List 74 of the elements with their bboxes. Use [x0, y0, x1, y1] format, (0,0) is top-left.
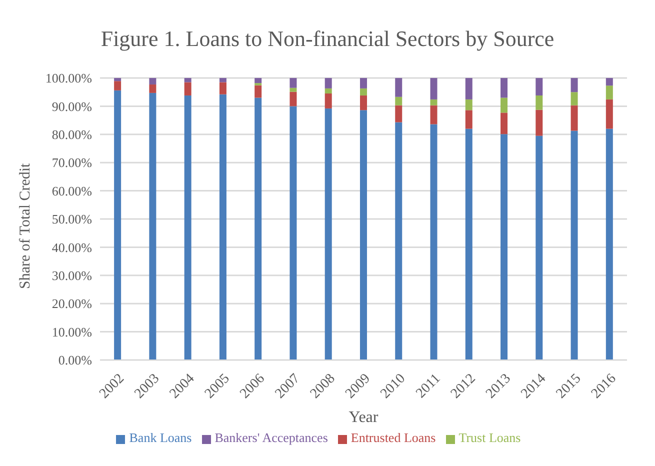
- y-tick-label: 0.00%: [58, 352, 92, 368]
- bar: [465, 110, 472, 129]
- bar: [500, 78, 508, 98]
- x-tick-label: 2011: [414, 371, 444, 402]
- bar: [536, 95, 543, 110]
- bar: [184, 78, 192, 82]
- y-tick-label: 30.00%: [52, 268, 92, 284]
- y-tick-label: 60.00%: [52, 183, 92, 198]
- bar: [254, 85, 262, 98]
- chart-title: Figure 1. Loans to Non-financial Sectors by Source: [100, 25, 556, 53]
- y-tick-label: 50.00%: [52, 212, 92, 227]
- bar: [465, 78, 472, 100]
- y-tick-label: 20.00%: [52, 296, 92, 312]
- bar: [570, 105, 578, 131]
- bar: [606, 86, 613, 100]
- bar: [570, 92, 578, 106]
- bar: [114, 81, 122, 90]
- bar: [114, 78, 122, 82]
- bar: [360, 88, 367, 96]
- y-tick-label: 80.00%: [52, 127, 92, 142]
- bar: [606, 128, 613, 360]
- y-tick-label: 100.00%: [45, 70, 92, 86]
- bar: [149, 84, 156, 93]
- bar: [219, 78, 226, 82]
- bar: [360, 78, 367, 88]
- bar: [395, 105, 402, 122]
- bar: [360, 95, 367, 110]
- legend-label: Entrusted Loans: [350, 430, 436, 445]
- bar: [430, 99, 438, 106]
- bar: [290, 92, 297, 106]
- bar: [570, 78, 578, 92]
- bar: [184, 82, 192, 96]
- bar: [184, 95, 192, 360]
- bar: [500, 98, 508, 113]
- y-tick-label: 10.00%: [52, 324, 92, 340]
- legend-label: Bankers' Acceptances: [214, 430, 328, 445]
- bar: [500, 134, 508, 360]
- y-tick-label: 40.00%: [52, 240, 92, 255]
- bar: [536, 110, 543, 136]
- bar: [290, 78, 297, 88]
- legend-label: Trust Loans: [458, 430, 521, 445]
- bar: [360, 110, 367, 360]
- bar: [606, 99, 613, 129]
- bar: [430, 105, 438, 124]
- bar: [254, 78, 262, 84]
- bar: [536, 136, 543, 360]
- bar: [430, 78, 438, 100]
- x-axis-title: Year: [348, 409, 379, 426]
- bar: [430, 124, 438, 360]
- y-axis-title: Share of Total Credit: [17, 162, 34, 289]
- bar: [395, 78, 402, 97]
- bar: [536, 78, 543, 96]
- bar: [114, 90, 122, 360]
- bar: [465, 99, 472, 110]
- bar: [290, 88, 297, 92]
- bar: [149, 78, 156, 84]
- bar: [324, 94, 332, 108]
- bar: [219, 94, 226, 360]
- bar: [570, 130, 578, 360]
- bar: [219, 82, 226, 94]
- bar: [324, 78, 332, 88]
- bar: [395, 122, 402, 360]
- bar: [324, 108, 332, 360]
- bar: [149, 92, 156, 360]
- bar: [606, 78, 613, 86]
- y-tick-label: 90.00%: [52, 98, 92, 114]
- bar: [395, 96, 402, 106]
- legend-label: Bank Loans: [129, 430, 192, 445]
- bar: [290, 106, 297, 360]
- bar: [254, 98, 262, 360]
- bar: [500, 112, 508, 134]
- y-tick-label: 70.00%: [52, 155, 92, 170]
- bar: [465, 128, 472, 360]
- bar: [324, 88, 332, 94]
